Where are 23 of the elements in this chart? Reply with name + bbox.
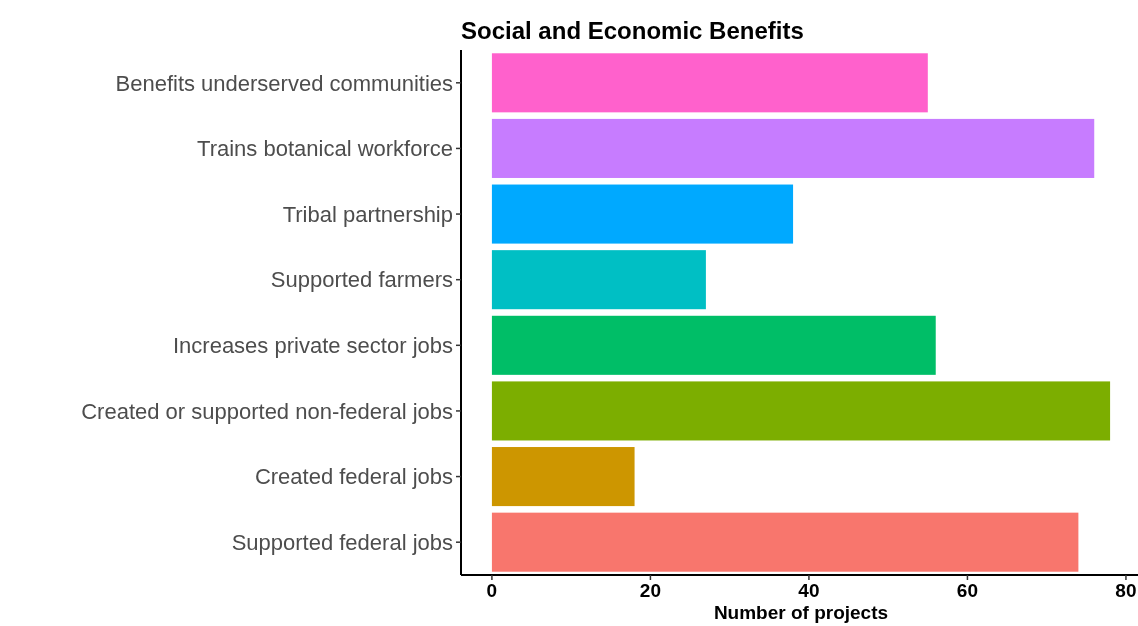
x-tick-label: 20 — [639, 580, 661, 601]
bar — [491, 512, 1079, 572]
bar — [491, 315, 936, 375]
y-tick-label: Supported farmers — [270, 267, 453, 293]
bar — [491, 447, 635, 507]
x-tick-label: 0 — [486, 580, 498, 601]
y-tick-label: Increases private sector jobs — [172, 333, 453, 359]
bar — [491, 118, 1095, 178]
bar — [491, 184, 794, 244]
bar — [491, 250, 706, 310]
y-tick-label: Benefits underserved communities — [115, 70, 453, 96]
y-tick-label: Supported federal jobs — [231, 529, 453, 555]
y-tick-label: Trains botanical workforce — [197, 136, 453, 162]
y-tick-label: Created federal jobs — [254, 464, 453, 490]
x-axis-title: Number of projects — [713, 602, 889, 623]
x-tick-label: 60 — [956, 580, 978, 601]
x-tick-label: 40 — [798, 580, 820, 601]
bar — [491, 53, 928, 113]
y-tick-label: Tribal partnership — [282, 201, 453, 227]
bar — [491, 381, 1111, 441]
x-tick-label: 80 — [1115, 580, 1137, 601]
y-tick-label: Created or supported non-federal jobs — [81, 398, 453, 424]
chart-title: Social and Economic Benefits — [461, 17, 804, 44]
